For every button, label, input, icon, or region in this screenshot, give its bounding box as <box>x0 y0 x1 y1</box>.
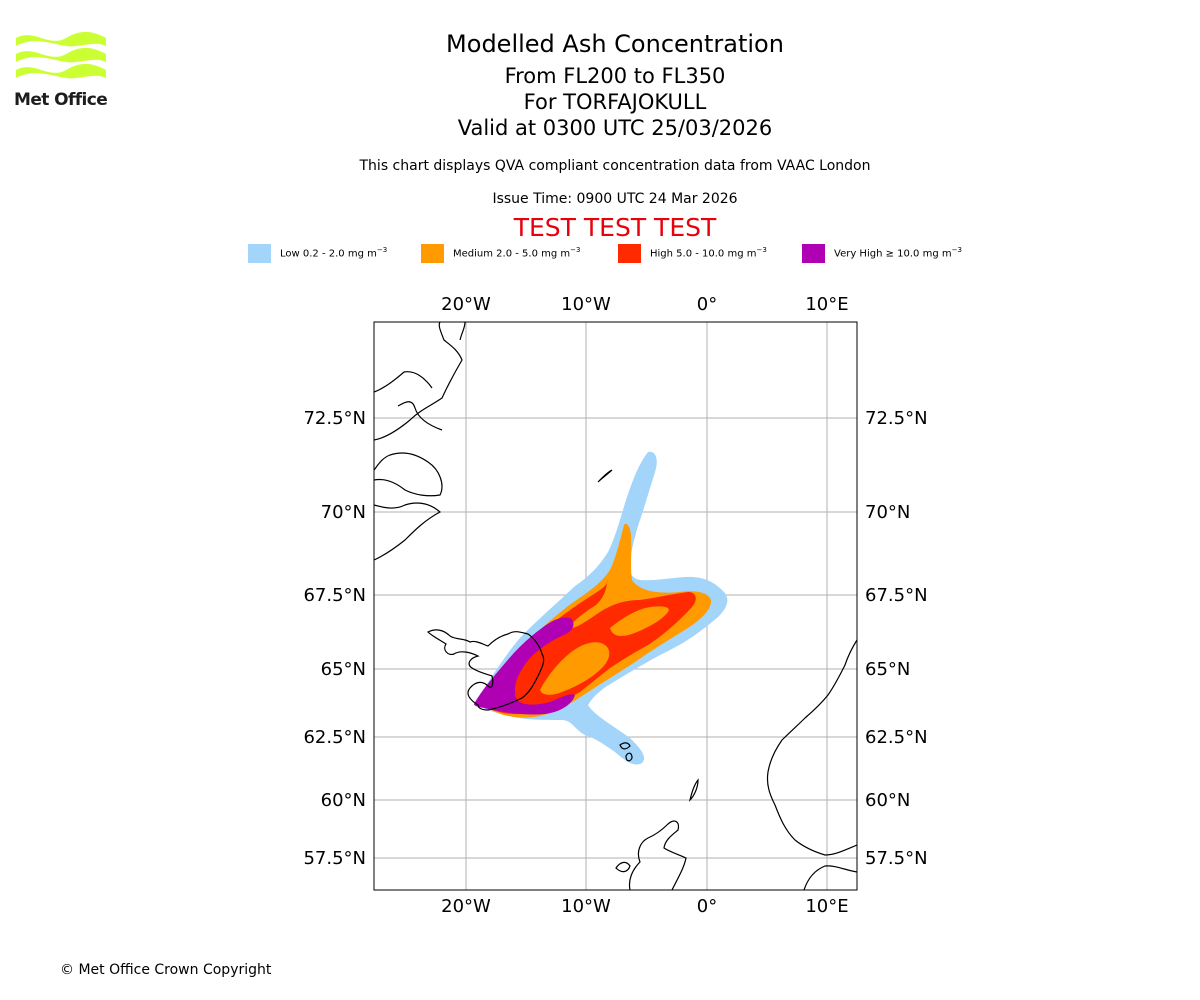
lat-label-right-70n: 70°N <box>865 502 910 523</box>
chart-subtitle: This chart displays QVA compliant concen… <box>359 158 871 174</box>
legend-sup-very-high: −3 <box>951 246 962 254</box>
ash-very-high-region <box>474 617 575 715</box>
lat-label-left-60n: 60°N <box>321 790 366 811</box>
lon-label-top-10w: 10°W <box>561 294 611 315</box>
legend-swatch-medium <box>421 244 444 263</box>
legend-sup-high: −3 <box>756 246 767 254</box>
legend-sup-medium: −3 <box>570 246 581 254</box>
lon-label-bottom-0: 0° <box>697 896 717 917</box>
lat-label-right-67-5n: 67.5°N <box>865 585 928 606</box>
legend-swatch-very-high <box>802 244 825 263</box>
map-frame <box>373 321 858 891</box>
coastlines <box>374 322 857 890</box>
valid-time: Valid at 0300 UTC 25/03/2026 <box>457 116 773 140</box>
test-banner: TEST TEST TEST <box>513 213 717 242</box>
lon-label-top-10e: 10°E <box>805 294 848 315</box>
coastline-iceland <box>426 629 545 711</box>
ash-medium-inner-2 <box>610 606 669 636</box>
legend-label-very-high: Very High ≥ 10.0 mg m <box>834 248 952 260</box>
lat-label-right-72-5n: 72.5°N <box>865 408 928 429</box>
coastline-norway <box>766 639 857 890</box>
lon-label-top-20w: 20°W <box>441 294 491 315</box>
legend-swatch-low <box>248 244 271 263</box>
lat-label-left-72-5n: 72.5°N <box>303 408 366 429</box>
met-office-wave-icon <box>16 31 106 79</box>
lat-label-right-57-5n: 57.5°N <box>865 848 928 869</box>
lon-label-bottom-10w: 10°W <box>561 896 611 917</box>
lat-label-left-67-5n: 67.5°N <box>303 585 366 606</box>
issue-time: Issue Time: 0900 UTC 24 Mar 2026 <box>492 191 738 207</box>
lat-label-right-60n: 60°N <box>865 790 910 811</box>
legend-label-medium: Medium 2.0 - 5.0 mg m <box>453 248 571 260</box>
coastline-faroe <box>619 742 633 762</box>
legend-label-high: High 5.0 - 10.0 mg m <box>650 248 757 260</box>
legend-swatch-high <box>618 244 641 263</box>
lat-label-left-65n: 65°N <box>321 659 366 680</box>
lon-label-top-0: 0° <box>697 294 717 315</box>
coastline-scotland <box>615 820 687 890</box>
lon-label-bottom-10e: 10°E <box>805 896 848 917</box>
lat-label-right-62-5n: 62.5°N <box>865 727 928 748</box>
chart-title: Modelled Ash Concentration <box>446 30 784 58</box>
legend-sup-low: −3 <box>376 246 388 254</box>
lat-label-left-62-5n: 62.5°N <box>303 727 366 748</box>
ash-medium-inner <box>540 642 610 695</box>
lat-label-right-65n: 65°N <box>865 659 910 680</box>
lat-label-left-57-5n: 57.5°N <box>303 848 366 869</box>
legend-label-low: Low 0.2 - 2.0 mg m <box>280 248 377 260</box>
lon-label-bottom-20w: 20°W <box>441 896 491 917</box>
volcano-name: For TORFAJOKULL <box>523 90 707 114</box>
lat-label-left-70n: 70°N <box>321 502 366 523</box>
copyright-notice: © Met Office Crown Copyright <box>60 962 272 978</box>
coastline-greenland <box>374 322 466 561</box>
met-office-logo: Met Office <box>14 30 109 112</box>
flight-levels: From FL200 to FL350 <box>504 64 726 88</box>
logo-wordmark: Met Office <box>14 90 108 110</box>
coastline-shetland <box>688 778 699 802</box>
coastline-jan-mayen <box>597 469 613 483</box>
